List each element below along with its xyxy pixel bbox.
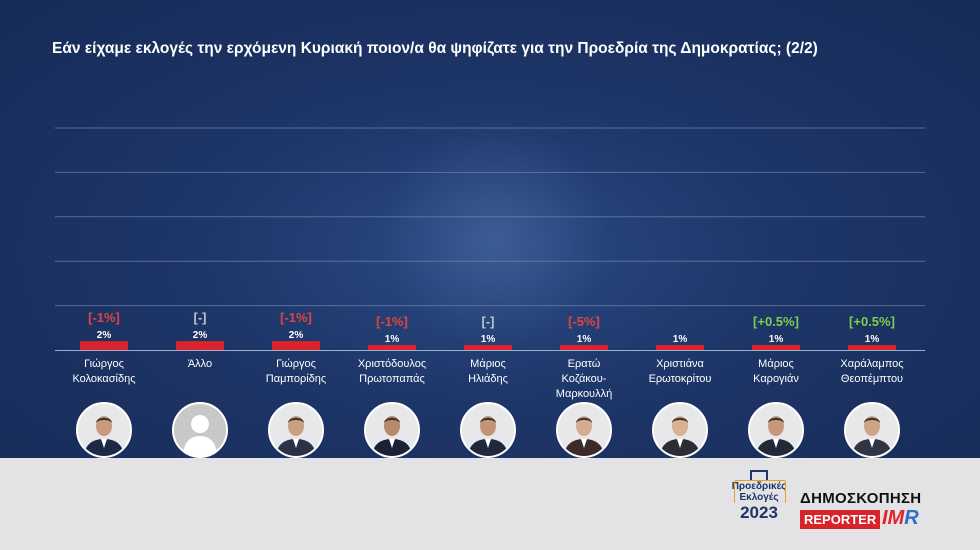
- background-ballot-image: [380, 120, 610, 350]
- data-label: 1%: [865, 334, 880, 345]
- person-photo-icon: [652, 402, 708, 458]
- change-label: [-1%]: [88, 310, 120, 325]
- person-photo-icon: [268, 402, 324, 458]
- change-label: [+0.5%]: [753, 314, 799, 329]
- person-photo-icon: [76, 402, 132, 458]
- ballot-icon: [750, 470, 768, 481]
- person-photo-icon: [844, 402, 900, 458]
- x-tick-label: Χαράλαμπος Θεοπέμπτου: [840, 358, 904, 385]
- poll-label: ΔΗΜΟΣΚΟΠΗΣΗ: [800, 490, 922, 507]
- x-tick-label: Μάριος Ηλιάδης: [468, 358, 508, 385]
- chart-title: Εάν είχαμε εκλογές την ερχόμενη Κυριακή …: [52, 40, 818, 57]
- bar: [848, 345, 896, 350]
- elections-2023-logo: Προεδρικές Εκλογές 2023: [728, 470, 790, 534]
- bar: [80, 341, 128, 350]
- person-photo-icon: [364, 402, 420, 458]
- bar-chart: 2% [-1%] 2% [-] 2% [-1%] 1% [-1%] 1% [-] 1% [-5%] 1%…: [55, 127, 925, 351]
- person-photo-icon: [460, 402, 516, 458]
- chart-panel: [0, 0, 980, 458]
- change-label: [-5%]: [568, 314, 600, 329]
- elections-logo-year: 2023: [740, 503, 778, 522]
- data-label: 2%: [97, 330, 112, 341]
- branding-logos: Προεδρικές Εκλογές 2023 ΔΗΜΟΣΚΟΠΗΣΗ REPO…: [728, 468, 968, 538]
- x-tick-label: Μάριος Καρογιάν: [753, 358, 799, 385]
- change-label: [-1%]: [280, 310, 312, 325]
- change-label: [+0.5%]: [849, 314, 895, 329]
- bar: [368, 345, 416, 350]
- bar: [656, 345, 704, 350]
- reporter-logo: REPORTER: [800, 510, 881, 529]
- x-tick-label: Χριστόδουλος Πρωτοπαπάς: [357, 358, 427, 385]
- x-tick-label: Άλλο: [187, 358, 213, 370]
- data-label: 2%: [289, 330, 304, 341]
- ballot-box-icon: [734, 480, 786, 503]
- data-label: 1%: [577, 334, 592, 345]
- bar: [464, 345, 512, 350]
- person-photo-icon: [556, 402, 612, 458]
- x-tick-label: Γιώργος Κολοκασίδης: [72, 358, 136, 385]
- x-tick-label: Ερατώ Κοζάκου- Μαρκουλλή: [555, 358, 613, 400]
- x-tick-label: Χριστιάνα Ερωτοκρίτου: [648, 358, 712, 385]
- imr-logo: IMR: [882, 507, 919, 529]
- data-label: 1%: [481, 334, 496, 345]
- elections-logo-line2: Εκλογές: [739, 492, 779, 503]
- change-label: [-]: [194, 310, 207, 325]
- change-label: [-]: [482, 314, 495, 329]
- data-label: 1%: [385, 334, 400, 345]
- x-tick-label: Γιώργος Παμπορίδης: [265, 358, 327, 385]
- change-label: [-1%]: [376, 314, 408, 329]
- bar: [560, 345, 608, 350]
- elections-logo-line1: Προεδρικές: [731, 481, 787, 492]
- bar: [272, 341, 320, 350]
- bar: [176, 341, 224, 350]
- data-label: 1%: [769, 334, 784, 345]
- data-label: 1%: [673, 334, 688, 345]
- anonymous-person-icon: [172, 402, 228, 458]
- data-label: 2%: [193, 330, 208, 341]
- person-photo-icon: [748, 402, 804, 458]
- bar: [752, 345, 800, 350]
